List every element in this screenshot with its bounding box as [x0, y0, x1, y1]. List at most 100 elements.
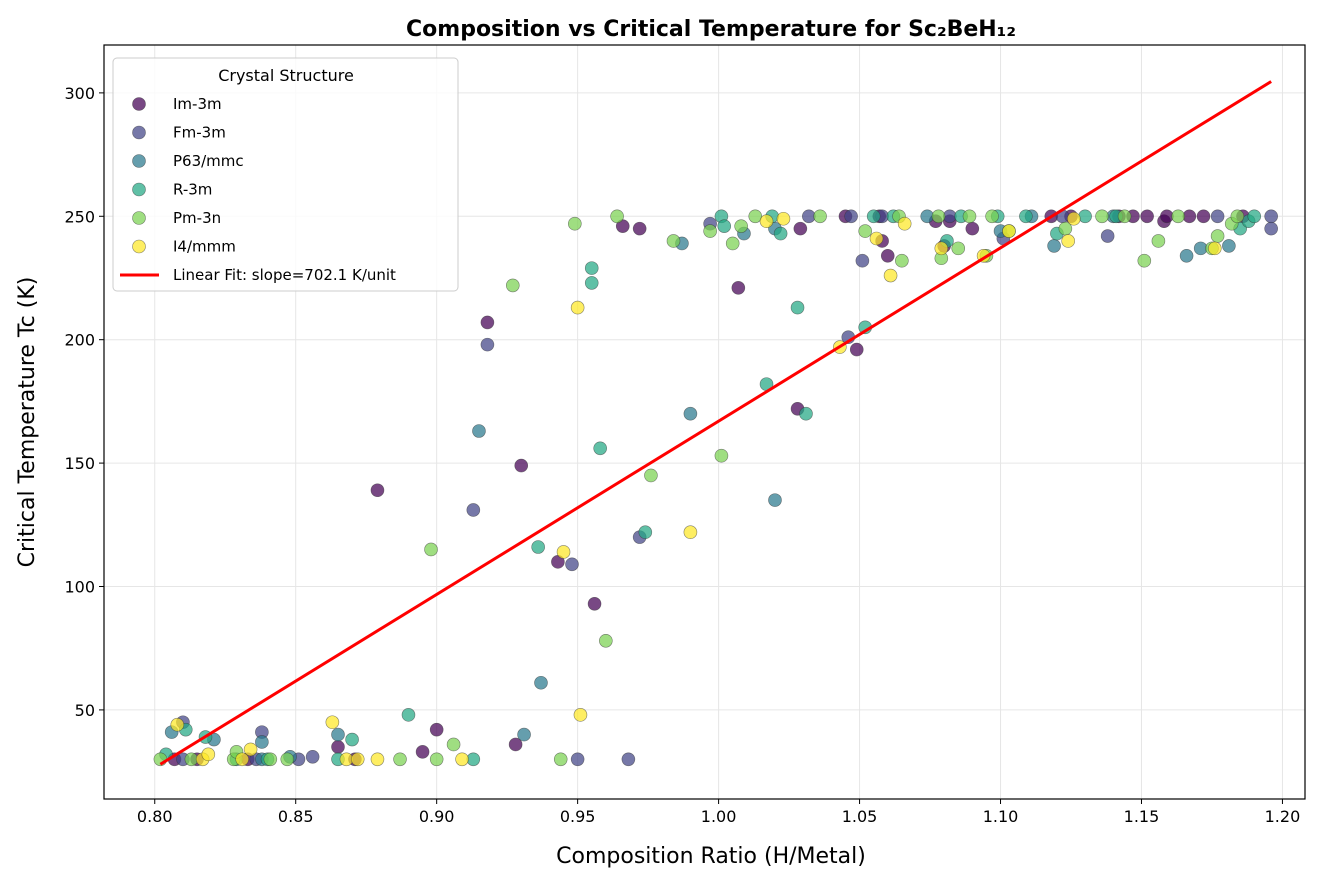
data-point-r-3m: [790, 300, 805, 315]
data-point-i4-mmm: [897, 216, 912, 231]
data-point-pm-3n: [951, 241, 966, 256]
legend-marker: [132, 182, 146, 197]
data-point-pm-3n: [666, 234, 681, 248]
data-point-i4-mmm: [201, 747, 216, 762]
legend-marker: [132, 154, 146, 168]
legend-label: Fm-3m: [173, 124, 226, 142]
data-point-pm-3n: [263, 752, 278, 767]
legend: Crystal Structure Im-3m Fm-3m P63/mmc R-3m P…: [112, 57, 459, 292]
data-point-fm-3m: [480, 337, 495, 352]
data-point-pm-3n: [568, 216, 582, 231]
data-point-pm-3n: [895, 253, 909, 268]
data-point-pm-3n: [280, 752, 295, 767]
data-point-im-3m: [632, 221, 647, 236]
data-point-i4-mmm: [1002, 224, 1016, 238]
data-point-r-3m: [345, 732, 359, 747]
legend-title: Crystal Structure: [218, 66, 354, 85]
data-point-p63-mmc: [683, 406, 698, 421]
x-tick-label: 1.15: [1124, 807, 1160, 826]
legend-label: P63/mmc: [173, 152, 244, 170]
data-point-pm-3n: [734, 219, 748, 233]
x-axis-label: Composition Ratio (H/Metal): [556, 844, 866, 869]
data-point-fm-3m: [621, 752, 636, 767]
data-point-im-3m: [514, 458, 529, 473]
fit-line-group: [159, 80, 1272, 766]
data-point-im-3m: [1140, 209, 1154, 224]
linear-fit-line: [159, 80, 1272, 766]
data-points: [153, 209, 1278, 767]
data-point-pm-3n: [644, 468, 658, 483]
data-point-im-3m: [849, 342, 864, 357]
data-point-r-3m: [401, 708, 416, 722]
legend-label: Pm-3n: [173, 209, 221, 227]
y-tick-label: 200: [64, 331, 95, 350]
data-point-pm-3n: [393, 752, 407, 767]
data-point-im-3m: [508, 737, 523, 752]
data-point-pm-3n: [429, 752, 444, 767]
legend-marker: [132, 97, 146, 111]
data-point-i4-mmm: [1061, 234, 1075, 248]
data-point-r-3m: [1247, 209, 1262, 224]
data-point-p63-mmc: [1222, 239, 1236, 253]
data-point-i4-mmm: [170, 717, 185, 732]
y-tick-label: 100: [64, 577, 95, 596]
data-point-pm-3n: [985, 209, 999, 224]
x-tick-label: 1.00: [701, 807, 737, 826]
x-tick-label: 0.85: [278, 807, 314, 826]
legend-marker: [132, 125, 146, 140]
data-point-pm-3n: [1171, 209, 1185, 224]
data-point-p63-mmc: [472, 424, 486, 438]
data-point-i4-mmm: [556, 545, 571, 559]
y-ticks: 50 100 150 200 250 300: [64, 84, 104, 720]
data-point-pm-3n: [446, 737, 461, 752]
data-point-im-3m: [331, 740, 345, 754]
x-tick-label: 1.10: [983, 807, 1019, 826]
data-point-pm-3n: [703, 224, 717, 238]
data-point-pm-3n: [962, 209, 977, 224]
x-ticks: 0.80 0.85 0.90 0.95 1.00 1.05 1.10 1.15 1.20: [137, 799, 1300, 826]
data-point-pm-3n: [424, 542, 438, 557]
data-point-im-3m: [415, 745, 430, 759]
data-point-pm-3n: [714, 448, 729, 463]
data-point-i4-mmm: [683, 525, 698, 540]
data-point-r-3m: [584, 261, 599, 275]
data-point-im-3m: [370, 483, 385, 498]
data-point-r-3m: [799, 406, 813, 421]
data-point-i4-mmm: [1067, 211, 1081, 226]
legend-label: I4/mmm: [173, 238, 236, 256]
data-point-i4-mmm: [350, 752, 365, 767]
data-point-im-3m: [965, 221, 980, 236]
data-point-fm-3m: [1264, 209, 1278, 224]
legend-label: R-3m: [173, 181, 212, 199]
data-point-i4-mmm: [570, 300, 585, 315]
data-point-pm-3n: [505, 278, 520, 293]
legend-marker: [132, 211, 146, 225]
data-point-i4-mmm: [370, 752, 385, 767]
data-point-r-3m: [593, 441, 607, 456]
data-point-r-3m: [1019, 209, 1033, 224]
data-point-p63-mmc: [1047, 239, 1061, 253]
legend-marker: [132, 239, 146, 254]
data-point-pm-3n: [813, 209, 827, 224]
data-point-fm-3m: [1100, 229, 1115, 243]
data-point-i4-mmm: [759, 214, 774, 229]
plot-frame: [103, 44, 1306, 800]
data-point-fm-3m: [565, 557, 579, 572]
data-point-fm-3m: [305, 749, 320, 764]
y-tick-label: 250: [64, 207, 95, 226]
data-point-i4-mmm: [934, 241, 949, 256]
data-point-r-3m: [1078, 209, 1092, 224]
data-point-i4-mmm: [573, 708, 588, 722]
data-point-r-3m: [531, 540, 545, 554]
data-point-p63-mmc: [517, 727, 531, 742]
data-point-im-3m: [793, 221, 808, 236]
data-point-r-3m: [866, 209, 881, 224]
data-point-i4-mmm: [1207, 241, 1222, 256]
x-tick-label: 1.05: [842, 807, 878, 826]
data-point-im-3m: [880, 248, 895, 263]
data-point-pm-3n: [610, 209, 624, 224]
y-tick-label: 300: [64, 84, 95, 103]
data-point-i4-mmm: [325, 715, 340, 730]
data-point-fm-3m: [855, 253, 870, 268]
data-point-r-3m: [584, 276, 599, 290]
